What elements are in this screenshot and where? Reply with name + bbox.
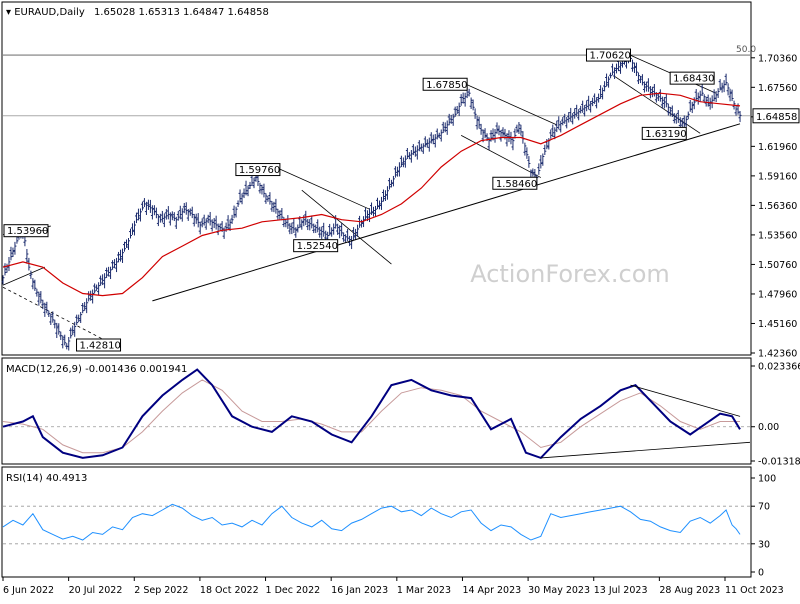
price-tick-label: 1.45160 (758, 319, 797, 330)
rsi-y-axis: 100 70 30 0 (751, 474, 776, 579)
channel-line (466, 84, 557, 126)
channel-line (301, 189, 392, 265)
price-title: ▾ EURAUD,Daily 1.65028 1.65313 1.64847 1… (6, 7, 269, 18)
annotation-label: 1.52540 (297, 241, 338, 252)
rsi-tick-label: 70 (758, 502, 770, 513)
annotation-box (422, 77, 468, 91)
watermark: ActionForex.com (470, 260, 670, 288)
price-tick-label: 1.50760 (758, 260, 797, 271)
channel-line (460, 135, 542, 178)
macd-tick-label: 0.00 (758, 422, 779, 433)
price-annotations: 1.70620 1.67850 1.68430 1.59760 1.63190 1.584… (3, 48, 715, 352)
x-tick-label: 6 Jun 2022 (3, 585, 54, 596)
annotation-box (641, 126, 687, 140)
annotation-label: 1.70620 (589, 51, 630, 62)
ohlc-label: 1.65028 1.65313 1.64847 1.64858 (94, 7, 269, 18)
channel-line (279, 168, 370, 210)
rsi-tick-label: 100 (758, 474, 776, 485)
annotation-label: 1.53960 (7, 226, 48, 237)
price-tick-label: 1.42360 (758, 349, 797, 360)
macd-trendlines (540, 384, 751, 459)
x-tick-label: 20 Jul 2022 (69, 585, 123, 596)
x-tick-label: 1 Dec 2022 (266, 585, 321, 596)
price-tick-label: 1.53560 (758, 230, 797, 241)
rsi-panel-frame (1, 466, 752, 578)
annotation-label: 1.59760 (239, 165, 280, 176)
annotation-box (492, 176, 538, 190)
last-price-box (752, 108, 800, 124)
macd-y-axis: 0.023366 0.00 -0.013186 (751, 362, 800, 468)
price-tick-label: 1.61960 (758, 142, 797, 153)
x-tick-label: 13 Jul 2023 (594, 585, 648, 596)
annotation-label: 1.42810 (80, 341, 121, 352)
channel-line (2, 286, 121, 349)
macd-label: MACD(12,26,9) -0.001436 0.001941 (6, 364, 187, 375)
x-tick-label: 28 Aug 2023 (659, 585, 720, 596)
x-tick-label: 30 May 2023 (528, 585, 590, 596)
fib-label: 50.0 (736, 45, 756, 55)
price-tick-label: 1.70360 (758, 53, 797, 64)
macd-line (2, 368, 741, 460)
last-price-label: 1.64858 (756, 112, 797, 123)
annotation-label: 1.58460 (496, 179, 537, 190)
macd-signal-line (2, 379, 740, 454)
symbol-label: EURAUD,Daily (14, 7, 85, 18)
annotation-label: 1.68430 (673, 74, 714, 85)
macd-trendline (630, 384, 741, 417)
support-trendline (152, 123, 741, 302)
rsi-tick-label: 0 (758, 568, 764, 579)
price-tick-label: 1.47960 (758, 289, 797, 300)
macd-tick-label: -0.013186 (758, 457, 800, 468)
last-price-marker: 1.64858 (752, 108, 800, 124)
x-tick-label: 14 Apr 2023 (462, 585, 521, 596)
rsi-tick-label: 30 (758, 539, 770, 550)
x-tick-label: 1 Mar 2023 (397, 585, 451, 596)
annotation-box (669, 71, 715, 85)
rsi-label: RSI(14) 40.4913 (6, 473, 87, 484)
price-tick-label: 1.67560 (758, 83, 797, 94)
annotation-box (585, 48, 631, 62)
macd-panel-frame (1, 357, 752, 465)
x-tick-label: 11 Oct 2023 (725, 585, 784, 596)
dropdown-triangle-icon: ▾ (6, 7, 11, 18)
price-tick-label: 1.56360 (758, 201, 797, 212)
price-panel-frame (1, 1, 752, 356)
annotation-box (235, 163, 281, 177)
annotation-label: 1.63190 (645, 129, 686, 140)
macd-trendline (540, 441, 751, 459)
price-tick-label: 1.59160 (758, 171, 797, 182)
macd-tick-label: 0.023366 (758, 362, 800, 373)
x-axis: 6 Jun 2022 20 Jul 2022 2 Sep 2022 18 Oct 20… (2, 577, 784, 596)
x-tick-label: 18 Oct 2022 (200, 585, 259, 596)
x-tick-label: 2 Sep 2022 (134, 585, 188, 596)
channel-line (2, 266, 45, 286)
rsi-line (2, 503, 741, 541)
annotation-label: 1.67850 (426, 80, 467, 91)
rsi-grid (3, 505, 750, 545)
annotation-box (293, 239, 339, 253)
x-tick-label: 16 Jan 2023 (331, 585, 388, 596)
moving-average-line (2, 92, 741, 297)
